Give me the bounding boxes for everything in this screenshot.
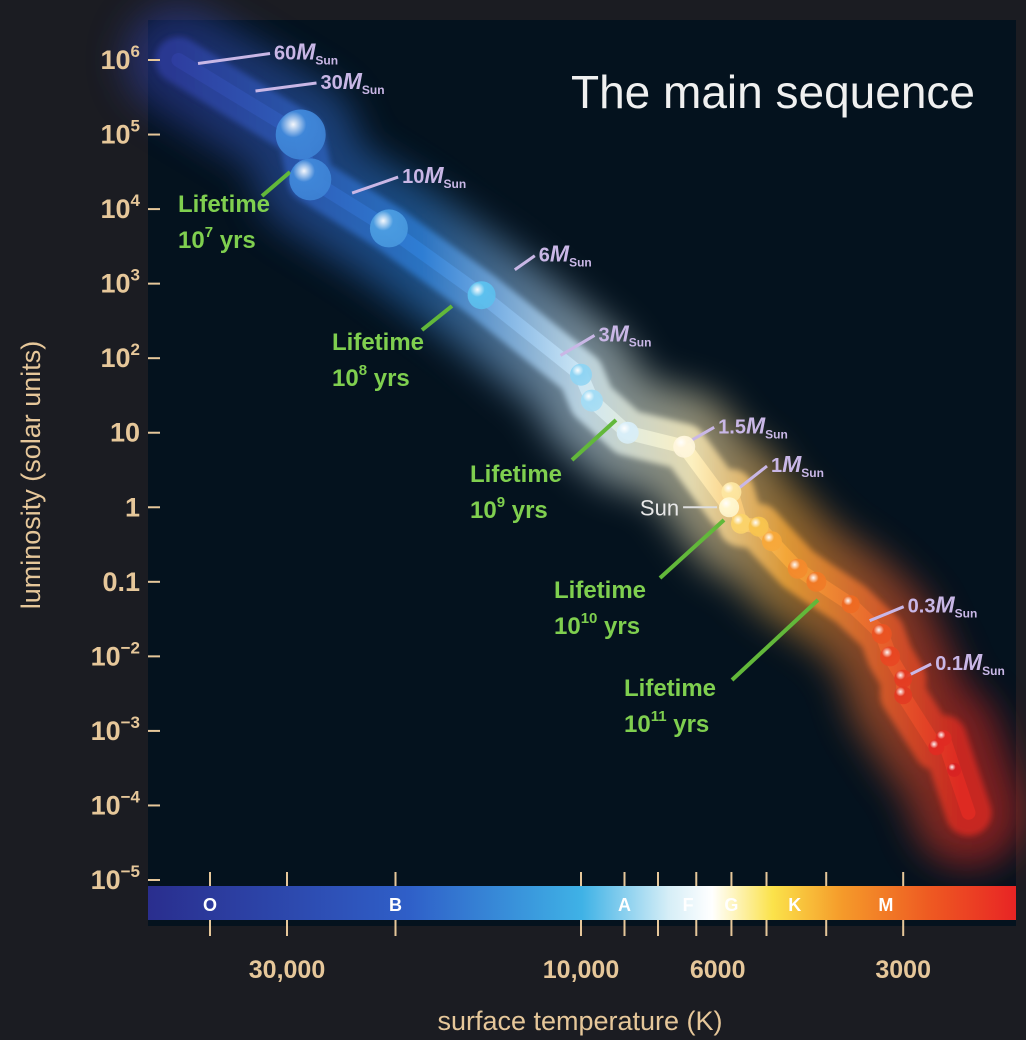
lifetime-leader-line	[730, 598, 820, 682]
lifetime-word: Lifetime	[470, 461, 562, 488]
x-axis: 30,000 10,000 6000 3000	[249, 956, 931, 984]
mass-leader-line	[351, 175, 399, 195]
lifetime-leader-line	[658, 518, 726, 580]
chart-title: The main sequence	[571, 66, 975, 118]
lifetime-word: Lifetime	[624, 675, 716, 702]
spectral-gradient-bar	[148, 886, 1016, 920]
lifetime-leader-line	[420, 304, 454, 332]
leader-lines	[197, 52, 932, 682]
star-point	[731, 513, 751, 534]
mass-leader-line	[197, 52, 271, 66]
y-tick-label: 0.1	[102, 567, 140, 597]
lifetime-value: 108 yrs	[332, 362, 410, 392]
mass-label: 1MSun	[771, 451, 824, 480]
y-tick-label: 10	[110, 418, 140, 448]
spectral-class-label: F	[683, 895, 694, 915]
sun-label: Sun	[640, 495, 679, 520]
star-point	[616, 421, 639, 444]
mass-leader-line	[559, 334, 596, 357]
y-tick-label: 10−4	[91, 787, 141, 820]
lifetime-value: 109 yrs	[470, 494, 548, 524]
mass-label: 0.1MSun	[935, 649, 1005, 678]
lifetime-value: 107 yrs	[178, 224, 256, 254]
stars-layer	[275, 109, 962, 777]
y-axis-title: luminosity (solar units)	[16, 341, 46, 610]
x-tick-label: 30,000	[249, 956, 325, 984]
star-point	[289, 158, 332, 201]
lifetime-word: Lifetime	[332, 329, 424, 356]
x-tick-label: 3000	[875, 956, 931, 984]
lifetime-labels: Lifetime 107 yrs Lifetime 108 yrs Lifetime 10…	[178, 191, 716, 738]
x-tick-label: 10,000	[543, 956, 619, 984]
mass-label: 10MSun	[402, 162, 466, 191]
star-point	[880, 646, 901, 667]
star-point	[467, 281, 496, 310]
mass-label: 0.3MSun	[908, 592, 978, 621]
star-point	[947, 762, 962, 777]
star-point	[275, 109, 326, 160]
star-point	[841, 595, 860, 614]
y-tick-label: 104	[100, 191, 140, 224]
star-point	[806, 571, 827, 592]
lifetime-value: 1011 yrs	[624, 708, 709, 738]
spectral-class-label: K	[788, 895, 801, 915]
y-tick-label: 1	[125, 492, 140, 522]
star-point	[871, 623, 892, 644]
lifetime-value: 1010 yrs	[554, 610, 640, 640]
mass-label: 30MSun	[320, 68, 384, 97]
star-point	[673, 435, 696, 458]
spectral-class-label: B	[389, 895, 402, 915]
lifetime-word: Lifetime	[178, 191, 270, 218]
mass-label: 6MSun	[539, 241, 592, 270]
star-point	[369, 209, 408, 248]
lifetime-word: Lifetime	[554, 577, 646, 604]
star-point	[570, 363, 592, 386]
lifetime-leader-line	[570, 418, 618, 462]
y-tick-label: 102	[100, 340, 140, 373]
y-tick-label: 106	[100, 42, 140, 75]
y-tick-label: 10−3	[91, 713, 140, 746]
y-tick-label: 10−5	[91, 862, 140, 895]
star-point	[748, 516, 769, 537]
y-tick-label: 10−2	[91, 638, 140, 671]
star-point	[894, 686, 913, 705]
mass-label: 1.5MSun	[718, 412, 788, 441]
spectral-class-label: G	[724, 895, 738, 915]
star-point	[928, 739, 945, 756]
mass-leader-line	[869, 605, 905, 623]
mass-leader-line	[513, 254, 536, 271]
star-point	[761, 531, 782, 552]
star-point	[719, 497, 740, 518]
star-point	[894, 669, 913, 688]
star-point	[580, 389, 603, 412]
star-point	[787, 558, 808, 579]
spectral-class-label: A	[618, 895, 631, 915]
lifetime-leader-line	[260, 170, 292, 198]
mass-label: 60MSun	[274, 39, 338, 68]
mass-label: 3MSun	[599, 320, 652, 349]
x-tick-label: 6000	[690, 956, 746, 984]
y-tick-label: 105	[100, 117, 140, 150]
spectral-class-label: M	[878, 895, 893, 915]
spectral-class-label: O	[203, 895, 217, 915]
mass-leader-line	[738, 464, 768, 490]
x-axis-title: surface temperature (K)	[437, 1006, 722, 1036]
y-tick-label: 103	[100, 266, 140, 299]
mass-leader-line	[255, 81, 317, 93]
star-point	[721, 482, 742, 503]
